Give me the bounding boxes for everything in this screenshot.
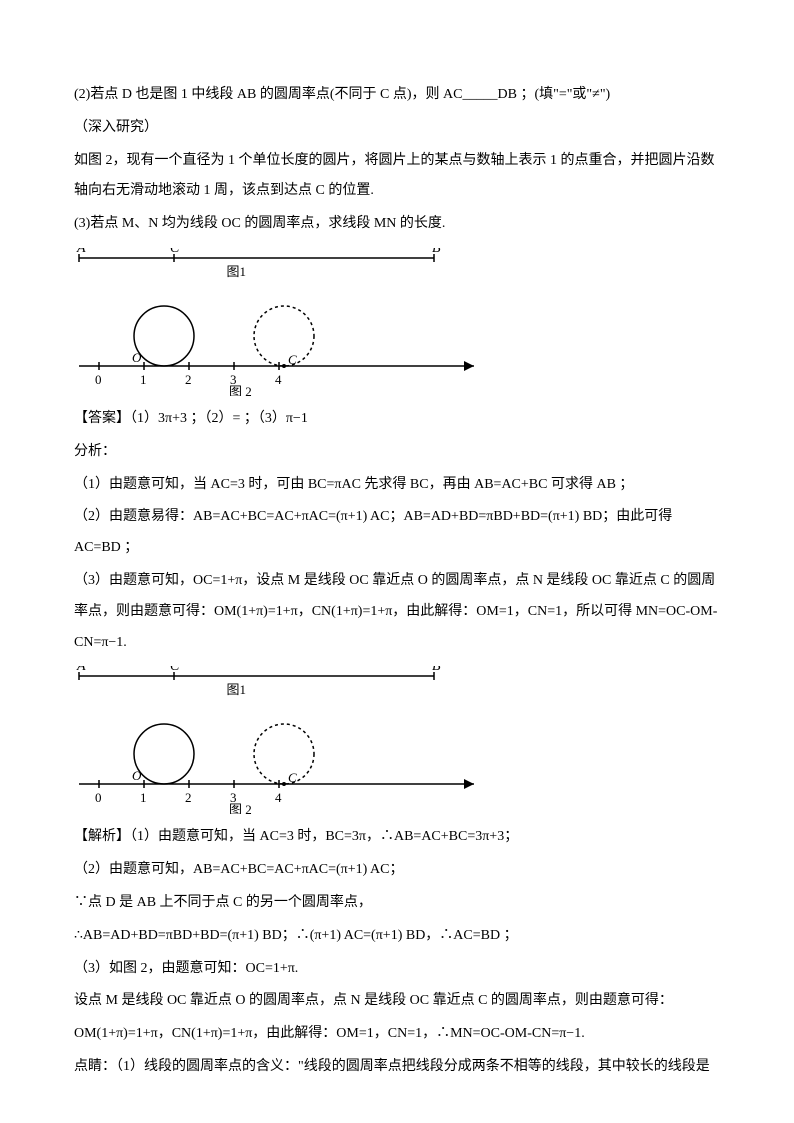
svg-text:2: 2 [185,790,192,805]
figure-1: A C B 图1 [74,248,720,278]
svg-text:C: C [170,248,180,256]
svg-text:A: A [76,666,86,674]
solution-8: 点睛：（1）线段的圆周率点的含义："线段的圆周率点把线段分成两条不相等的线段，其… [74,1052,720,1083]
solution-7: OM(1+π)=1+π，CN(1+π)=1+π，由此解得：OM=1，CN=1，∴… [74,1019,720,1050]
svg-text:B: B [432,666,441,674]
svg-text:O: O [132,350,142,365]
solution-6: 设点 M 是线段 OC 靠近点 O 的圆周率点，点 N 是线段 OC 靠近点 C… [74,986,720,1017]
svg-text:0: 0 [95,790,102,805]
figure-2: 01234OC图 2 [74,286,720,396]
svg-text:A: A [76,248,86,256]
analysis-1: （1）由题意可知，当 AC=3 时，可由 BC=πAC 先求得 BC，再由 AB… [74,470,720,501]
svg-text:B: B [432,248,441,256]
solution-1: 【解析】（1）由题意可知，当 AC=3 时，BC=3π，∴AB=AC+BC=3π… [74,822,720,853]
analysis-3: （3）由题意可知，OC=1+π，设点 M 是线段 OC 靠近点 O 的圆周率点，… [74,566,720,658]
svg-text:4: 4 [275,790,282,805]
question-context: 如图 2，现有一个直径为 1 个单位长度的圆片，将圆片上的某点与数轴上表示 1 … [74,146,720,208]
svg-text:图 2: 图 2 [229,802,252,814]
solution-3: ∵点 D 是 AB 上不同于点 C 的另一个圆周率点， [74,888,720,919]
solution-4: ∴AB=AD+BD=πBD+BD=(π+1) BD；∴(π+1) AC=(π+1… [74,921,720,952]
svg-text:C: C [170,666,180,674]
solution-2: （2）由题意可知，AB=AC+BC=AC+πAC=(π+1) AC； [74,855,720,886]
figure-1-repeat: A C B 图1 [74,666,720,696]
answer-line: 【答案】（1）3π+3 ；（2）= ；（3）π−1 [74,404,720,435]
svg-text:4: 4 [275,372,282,387]
svg-text:C: C [288,770,297,785]
svg-text:C: C [288,352,297,367]
svg-text:2: 2 [185,372,192,387]
svg-text:1: 1 [140,790,147,805]
section-label: （深入研究） [74,113,720,144]
figure-2-repeat: 01234OC图 2 [74,704,720,814]
svg-text:1: 1 [140,372,147,387]
svg-text:O: O [132,768,142,783]
analysis-label: 分析： [74,437,720,468]
question-3: (3)若点 M、N 均为线段 OC 的圆周率点，求线段 MN 的长度. [74,209,720,240]
svg-text:图1: 图1 [227,264,247,278]
question-2: (2)若点 D 也是图 1 中线段 AB 的圆周率点(不同于 C 点)，则 AC… [74,80,720,111]
solution-5: （3）如图 2，由题意可知：OC=1+π. [74,954,720,985]
svg-text:0: 0 [95,372,102,387]
svg-text:图 2: 图 2 [229,384,252,396]
svg-text:图1: 图1 [227,682,247,696]
analysis-2: （2）由题意易得：AB=AC+BC=AC+πAC=(π+1) AC；AB=AD+… [74,502,720,564]
